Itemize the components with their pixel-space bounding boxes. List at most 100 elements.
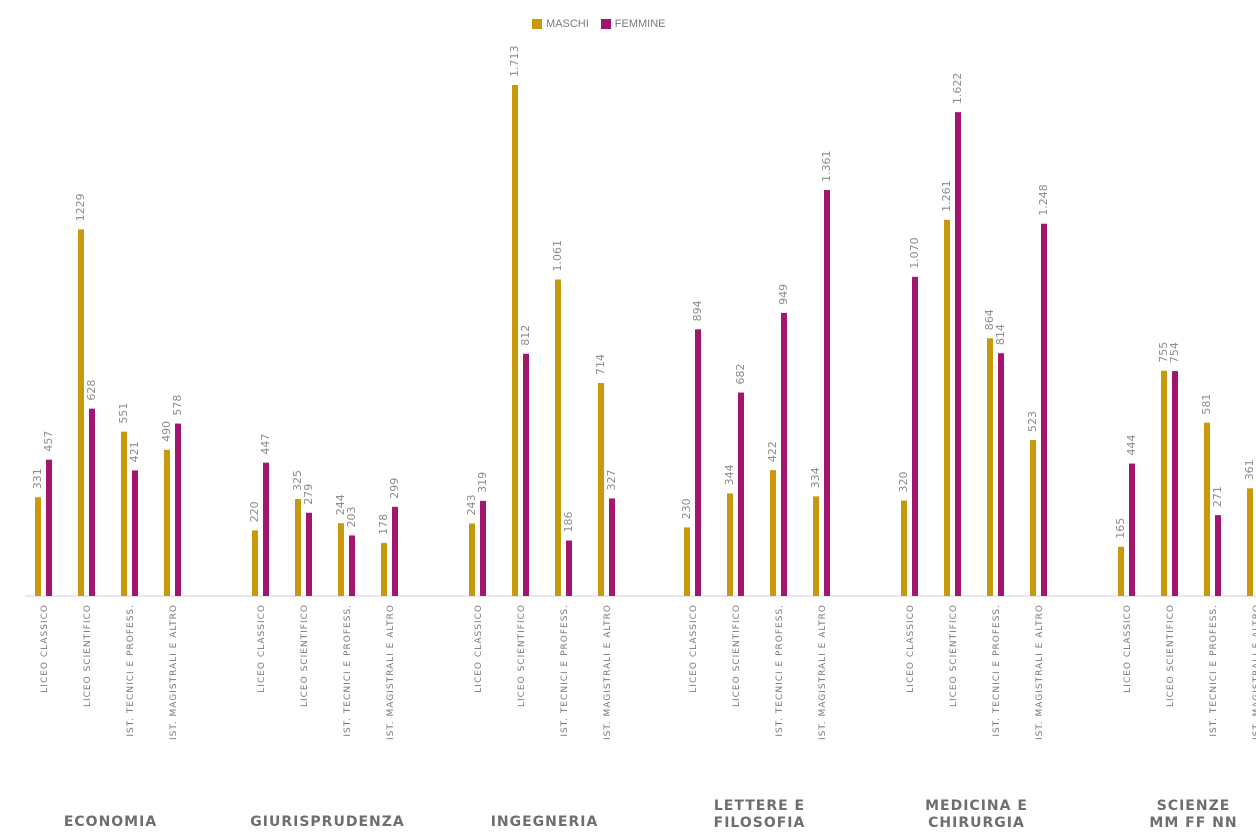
value-label-femmine-medicina-e-chirurgia-ist-magistrali-e-altro: 1.248 [1037,184,1050,216]
bar-maschi-economia-liceo-scientifico [78,229,84,596]
group-label-medicina-e-chirurgia: MEDICINA E CHIRURGIA [925,798,1028,831]
tick-label-lettere-e-filosofia-liceo-scientifico: LICEO SCIENTIFICO [732,604,742,707]
value-label-maschi-giurisprudenza-liceo-scientifico: 325 [291,470,304,491]
value-label-maschi-giurisprudenza-ist-magistrali-e-altro: 178 [377,514,390,535]
bar-femmine-economia-liceo-classico [46,459,52,596]
tick-label-scienze-mm-ff-nn-ist-magistrali-e-altro: IST. MAGISTRALI E ALTRO [1252,604,1256,740]
value-label-maschi-economia-liceo-classico: 331 [31,468,44,489]
tick-label-ingegneria-liceo-scientifico: LICEO SCIENTIFICO [517,604,527,707]
value-label-maschi-economia-ist-magistrali-e-altro: 490 [160,421,173,442]
tick-label-lettere-e-filosofia-ist-magistrali-e-altro: IST. MAGISTRALI E ALTRO [818,604,828,740]
value-label-femmine-ingegneria-ist-magistrali-e-altro: 327 [605,469,618,490]
bar-maschi-ingegneria-ist-tecnici-e-profess [555,279,561,596]
value-label-femmine-giurisprudenza-ist-magistrali-e-altro: 299 [388,478,401,499]
group-label-economia: ECONOMIA [64,814,157,830]
tick-label-medicina-e-chirurgia-ist-tecnici-e-profess: IST. TECNICI E PROFESS. [992,604,1002,737]
legend-item-maschi: MASCHI [532,18,589,30]
bar-femmine-economia-liceo-scientifico [89,408,95,596]
value-label-maschi-medicina-e-chirurgia-ist-tecnici-e-profess: 864 [983,309,996,330]
legend: MASCHI FEMMINE [532,18,666,30]
bar-femmine-medicina-e-chirurgia-liceo-classico [912,276,918,596]
bar-femmine-scienze-mm-ff-nn-liceo-classico [1129,463,1135,596]
tick-label-scienze-mm-ff-nn-ist-tecnici-e-profess: IST. TECNICI E PROFESS. [1209,604,1219,737]
bar-maschi-lettere-e-filosofia-ist-tecnici-e-profess [770,470,776,596]
bar-maschi-scienze-mm-ff-nn-liceo-scientifico [1161,370,1167,596]
value-label-femmine-lettere-e-filosofia-ist-magistrali-e-altro: 1.361 [820,151,833,183]
bar-femmine-lettere-e-filosofia-liceo-scientifico [738,392,744,596]
bar-femmine-giurisprudenza-liceo-classico [263,462,269,596]
group-label-scienze-mm-ff-nn: SCIENZE MM FF NN [1149,798,1237,831]
tick-label-economia-ist-magistrali-e-altro: IST. MAGISTRALI E ALTRO [169,604,179,740]
value-label-femmine-medicina-e-chirurgia-liceo-scientifico: 1.622 [951,73,964,105]
value-label-femmine-giurisprudenza-liceo-scientifico: 279 [302,484,315,505]
bar-femmine-economia-ist-magistrali-e-altro [175,423,181,596]
bar-maschi-economia-liceo-classico [35,497,41,596]
bar-maschi-economia-ist-magistrali-e-altro [164,449,170,596]
bar-femmine-ingegneria-ist-tecnici-e-profess [566,540,572,596]
legend-swatch-maschi [532,19,542,29]
value-label-femmine-medicina-e-chirurgia-liceo-classico: 1.070 [908,237,921,269]
bar-femmine-giurisprudenza-ist-tecnici-e-profess [349,535,355,596]
bar-maschi-giurisprudenza-liceo-classico [252,530,258,596]
tick-label-economia-liceo-classico: LICEO CLASSICO [40,604,50,693]
bar-maschi-giurisprudenza-ist-magistrali-e-altro [381,542,387,596]
value-label-maschi-scienze-mm-ff-nn-ist-magistrali-e-altro: 361 [1243,459,1256,480]
bar-femmine-medicina-e-chirurgia-liceo-scientifico [955,112,961,597]
bar-femmine-scienze-mm-ff-nn-ist-tecnici-e-profess [1215,515,1221,596]
bar-femmine-scienze-mm-ff-nn-liceo-scientifico [1172,371,1178,596]
value-label-femmine-economia-liceo-classico: 457 [42,431,55,452]
bar-femmine-ingegneria-ist-magistrali-e-altro [609,498,615,596]
tick-label-giurisprudenza-liceo-scientifico: LICEO SCIENTIFICO [300,604,310,707]
bar-maschi-scienze-mm-ff-nn-ist-magistrali-e-altro [1247,488,1253,596]
value-label-maschi-scienze-mm-ff-nn-ist-tecnici-e-profess: 581 [1200,394,1213,415]
value-label-maschi-ingegneria-liceo-classico: 243 [465,495,478,516]
value-label-maschi-giurisprudenza-ist-tecnici-e-profess: 244 [334,494,347,515]
value-label-femmine-giurisprudenza-liceo-classico: 447 [259,434,272,455]
bar-femmine-economia-ist-tecnici-e-profess [132,470,138,596]
value-label-maschi-scienze-mm-ff-nn-liceo-classico: 165 [1114,518,1127,539]
value-label-femmine-economia-ist-tecnici-e-profess: 421 [128,441,141,462]
tick-label-giurisprudenza-ist-magistrali-e-altro: IST. MAGISTRALI E ALTRO [386,604,396,740]
value-label-femmine-lettere-e-filosofia-liceo-scientifico: 682 [734,364,747,385]
legend-label-maschi: MASCHI [546,18,589,30]
legend-item-femmine: FEMMINE [600,18,666,30]
value-label-maschi-economia-liceo-scientifico: 1229 [74,193,87,221]
value-label-maschi-medicina-e-chirurgia-liceo-classico: 320 [897,472,910,493]
bar-maschi-ingegneria-ist-magistrali-e-altro [598,383,604,596]
bar-femmine-giurisprudenza-liceo-scientifico [306,512,312,596]
bar-femmine-medicina-e-chirurgia-ist-tecnici-e-profess [998,353,1004,596]
tick-label-economia-ist-tecnici-e-profess: IST. TECNICI E PROFESS. [126,604,136,737]
tick-label-medicina-e-chirurgia-ist-magistrali-e-altro: IST. MAGISTRALI E ALTRO [1035,604,1045,740]
value-label-maschi-lettere-e-filosofia-liceo-classico: 230 [680,498,693,519]
value-label-maschi-economia-ist-tecnici-e-profess: 551 [117,403,130,424]
bar-maschi-medicina-e-chirurgia-liceo-scientifico [944,219,950,597]
tick-label-scienze-mm-ff-nn-liceo-scientifico: LICEO SCIENTIFICO [1166,604,1176,707]
tick-label-giurisprudenza-ist-tecnici-e-profess: IST. TECNICI E PROFESS. [343,604,353,737]
tick-label-lettere-e-filosofia-liceo-classico: LICEO CLASSICO [689,604,699,693]
bar-maschi-lettere-e-filosofia-liceo-scientifico [727,493,733,596]
bar-femmine-lettere-e-filosofia-ist-magistrali-e-altro [824,190,830,596]
bar-maschi-economia-ist-tecnici-e-profess [121,431,127,596]
bar-femmine-lettere-e-filosofia-ist-tecnici-e-profess [781,312,787,596]
tick-label-scienze-mm-ff-nn-liceo-classico: LICEO CLASSICO [1123,604,1133,693]
bar-maschi-lettere-e-filosofia-ist-magistrali-e-altro [813,496,819,596]
value-label-femmine-scienze-mm-ff-nn-liceo-scientifico: 754 [1168,342,1181,363]
bar-femmine-lettere-e-filosofia-liceo-classico [695,329,701,596]
legend-label-femmine: FEMMINE [614,18,666,30]
value-label-maschi-lettere-e-filosofia-ist-tecnici-e-profess: 422 [766,441,779,462]
bar-maschi-ingegneria-liceo-classico [469,523,475,596]
value-label-femmine-lettere-e-filosofia-ist-tecnici-e-profess: 949 [777,284,790,305]
bar-maschi-giurisprudenza-ist-tecnici-e-profess [338,523,344,596]
value-label-femmine-medicina-e-chirurgia-ist-tecnici-e-profess: 814 [994,324,1007,345]
tick-label-medicina-e-chirurgia-liceo-scientifico: LICEO SCIENTIFICO [949,604,959,707]
value-label-maschi-lettere-e-filosofia-ist-magistrali-e-altro: 334 [809,467,822,488]
value-label-maschi-medicina-e-chirurgia-ist-magistrali-e-altro: 523 [1026,411,1039,432]
tick-label-giurisprudenza-liceo-classico: LICEO CLASSICO [257,604,267,693]
bar-femmine-medicina-e-chirurgia-ist-magistrali-e-altro [1041,223,1047,597]
group-label-ingegneria: INGEGNERIA [491,814,599,830]
value-label-femmine-economia-ist-magistrali-e-altro: 578 [171,395,184,416]
value-label-maschi-scienze-mm-ff-nn-liceo-scientifico: 755 [1157,342,1170,363]
value-label-maschi-ingegneria-ist-tecnici-e-profess: 1.061 [551,240,564,272]
value-label-femmine-ingegneria-ist-tecnici-e-profess: 186 [562,512,575,533]
value-label-femmine-economia-liceo-scientifico: 628 [85,380,98,401]
